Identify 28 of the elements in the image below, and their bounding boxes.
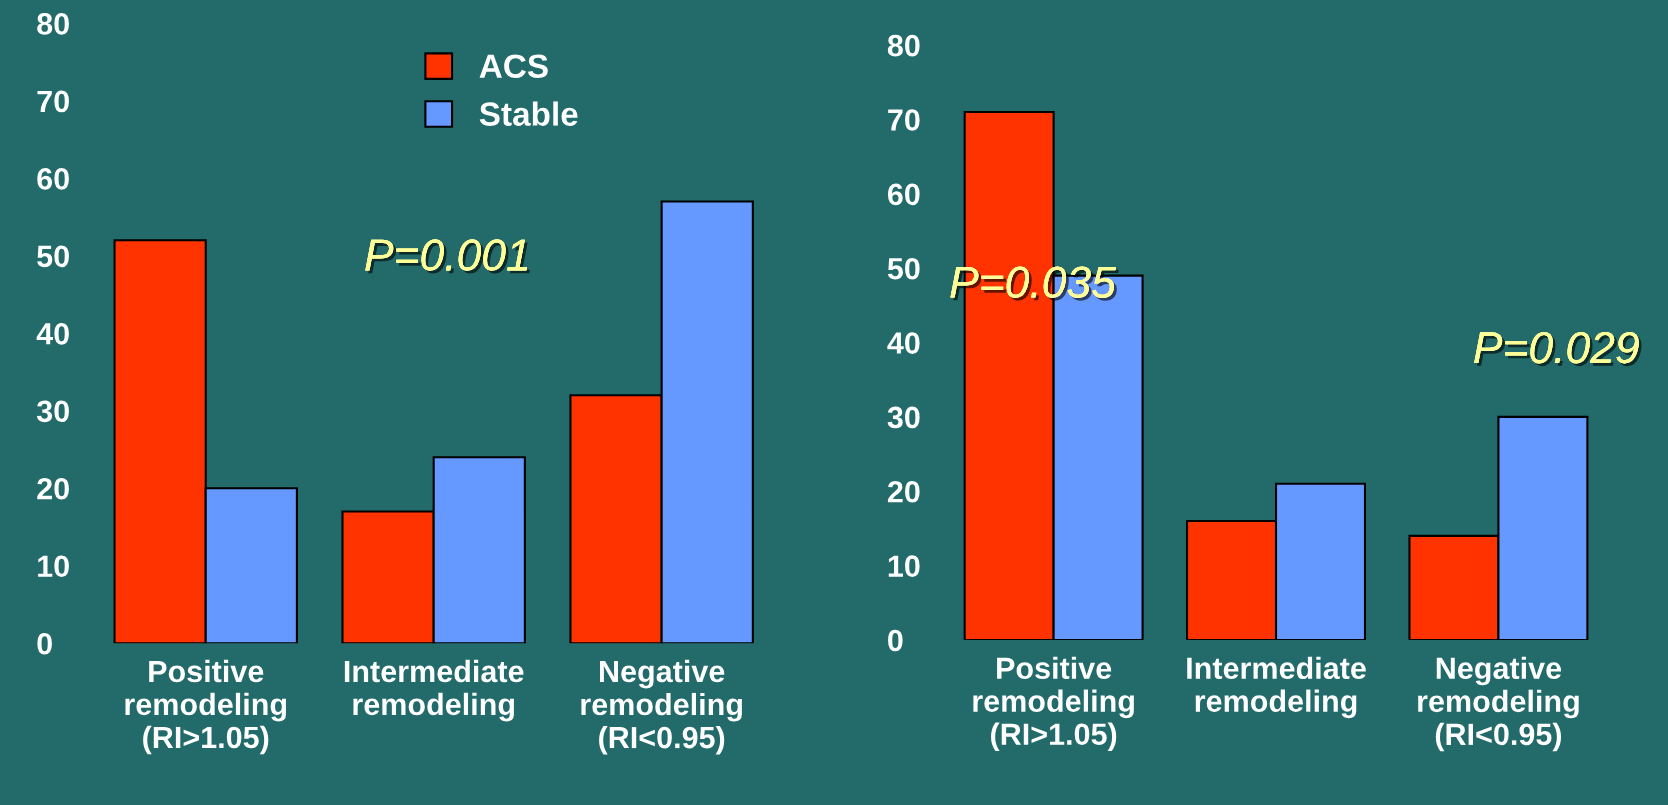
y-tick-label: 10 xyxy=(888,555,920,577)
x-tick-label: Negative remodeling (RI<0.95) xyxy=(1418,656,1579,752)
y-tick-label: 30 xyxy=(887,406,920,429)
y-tick-label: 50 xyxy=(887,257,920,280)
y-tick-label: 40 xyxy=(36,323,69,345)
y-tick-label: 40 xyxy=(887,332,920,354)
y-tick-label: 10 xyxy=(38,555,69,578)
y-tick-label: 30 xyxy=(36,400,69,423)
y-tick-label: 0 xyxy=(888,629,903,652)
y-tick-label: 70 xyxy=(37,90,69,113)
y-tick-label: 60 xyxy=(887,183,920,206)
annotation: P=0.029 xyxy=(1474,331,1642,367)
x-tick-label: Intermediate remodeling xyxy=(344,659,524,722)
y-tick-label: 70 xyxy=(888,109,920,131)
legend-label: Stable xyxy=(479,101,578,126)
x-tick-label: Intermediate remodeling xyxy=(1187,656,1366,719)
x-tick-label: Positive remodeling (RI>1.05) xyxy=(125,659,287,755)
y-tick-label: 80 xyxy=(887,34,920,57)
legend-label: ACS xyxy=(479,54,548,79)
y-tick-label: 60 xyxy=(37,168,69,190)
x-tick-label: Negative remodeling (RI<0.95) xyxy=(581,659,742,755)
y-tick-label: 20 xyxy=(37,477,69,500)
y-tick-label: 0 xyxy=(37,632,52,655)
x-tick-label: Positive remodeling (RI>1.05) xyxy=(973,656,1134,752)
annotation: P=0.001 xyxy=(365,239,530,274)
y-tick-label: 20 xyxy=(887,480,920,503)
y-tick-label: 80 xyxy=(37,13,69,35)
y-tick-label: 50 xyxy=(37,245,69,268)
